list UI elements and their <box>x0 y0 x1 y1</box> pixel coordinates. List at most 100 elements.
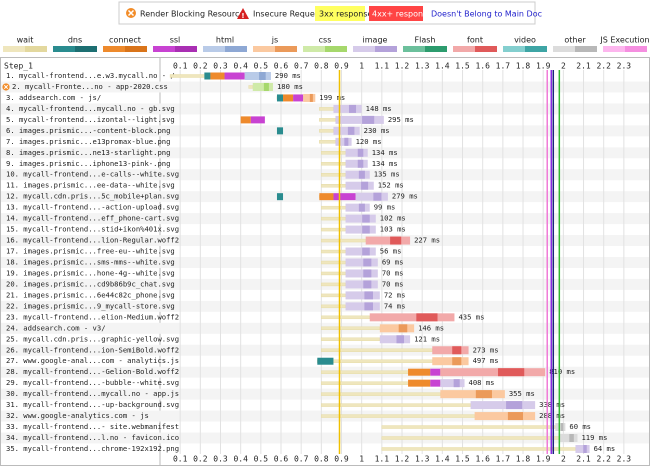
wait-bar <box>321 216 346 221</box>
legend-swatch-dark <box>25 46 47 52</box>
request-time: 435 ms <box>458 312 484 321</box>
insecure-icon-mark: ! <box>241 12 244 20</box>
download-bar <box>333 104 362 113</box>
wait-bar <box>319 140 336 144</box>
legend-swatch-dark <box>125 46 147 52</box>
request-time: 119 ms <box>581 433 607 442</box>
download-bar-dark <box>569 434 574 443</box>
legend-label: other <box>564 36 586 45</box>
x-tick-label: 1.9 <box>536 62 551 71</box>
download-bar <box>345 291 380 300</box>
request-label: 22. images.prismic...9_mycall-store.svg <box>6 301 175 310</box>
download-bar <box>440 379 465 388</box>
download-bar <box>432 346 469 355</box>
request-time: 227 ms <box>414 236 440 245</box>
download-bar-dark <box>507 412 524 421</box>
download-bar <box>345 203 370 212</box>
wait-bar <box>319 107 334 111</box>
wait-bar <box>381 447 576 451</box>
request-label: 32. www.google-analytics.com - js <box>6 411 149 420</box>
error-swatch <box>369 6 423 21</box>
wait-bar <box>321 162 346 166</box>
request-time: 152 ms <box>378 181 404 190</box>
request-time: 273 ms <box>473 345 499 354</box>
request-time: 102 ms <box>380 214 406 223</box>
request-label: 12. mycall.cdn.pris...5c_mobile+plan.svg <box>6 192 179 201</box>
x-tick-label: 1.8 <box>516 455 531 464</box>
x-tick-label: 1.6 <box>475 455 490 464</box>
connect-bar <box>408 368 431 376</box>
ssl-bar <box>224 72 245 80</box>
legend-text: 3xx response <box>319 10 373 19</box>
x-tick-label: 1.5 <box>455 62 470 71</box>
request-time: 148 ms <box>366 104 392 113</box>
wait-bar <box>321 260 346 265</box>
redirect-swatch <box>315 6 365 21</box>
legend-label: Flash <box>415 36 436 45</box>
request-label: 1. mycall-frontend...e.w3.mycall.no - / <box>6 71 175 80</box>
dns-bar <box>276 94 284 102</box>
download-bar <box>303 93 316 102</box>
ssl-bar <box>430 368 441 376</box>
download-bar-dark <box>362 247 370 256</box>
legend-swatch-dark <box>575 46 597 52</box>
download-bar-dark <box>358 203 365 212</box>
request-time: 338 ms <box>539 400 565 409</box>
wait-bar <box>321 183 346 188</box>
x-tick-label: 0.9 <box>334 455 349 464</box>
download-bar-dark <box>452 357 462 366</box>
row-stripe <box>1 432 649 444</box>
wait-bar <box>381 436 560 440</box>
legend-swatch-dark <box>475 46 497 52</box>
request-label: 30. mycall-frontend...mycall.no - app.js <box>6 389 179 398</box>
x-tick-label: 1.1 <box>375 62 390 71</box>
x-tick-label: 2.3 <box>617 455 632 464</box>
request-label: 17. images.prismic...free-eu--white.svg <box>6 247 175 256</box>
request-time: 72 ms <box>384 290 406 299</box>
legend-swatch-dark <box>375 46 397 52</box>
download-bar <box>470 401 536 410</box>
x-tick-label: 1.7 <box>496 455 511 464</box>
download-bar-dark <box>498 368 525 377</box>
request-label: 31. mycall-frontend...-up-background.svg <box>6 400 179 409</box>
request-time: 70 ms <box>382 268 404 277</box>
legend-swatch-dark <box>75 46 97 52</box>
request-time: 74 ms <box>384 301 406 310</box>
download-bar <box>345 170 370 179</box>
download-bar-dark <box>416 313 438 322</box>
legend-label: ssl <box>170 36 181 45</box>
request-time: 60 ms <box>569 422 591 431</box>
connect-bar <box>210 72 225 80</box>
download-bar-dark <box>358 170 365 179</box>
legend-swatch-dark <box>525 46 547 52</box>
connect-bar <box>240 116 251 124</box>
request-time: 121 ms <box>414 334 440 343</box>
download-bar <box>345 280 378 289</box>
wait-bar <box>321 293 346 298</box>
request-time: 199 ms <box>319 93 345 102</box>
download-bar-dark <box>363 258 372 267</box>
request-label: 8. images.prismic...ne13-starlight.png <box>6 148 170 157</box>
download-bar <box>440 390 505 399</box>
request-time: 295 ms <box>388 115 414 124</box>
x-tick-label: 1.9 <box>536 455 551 464</box>
request-label: 24. addsearch.com - v3/ <box>6 323 106 332</box>
x-tick-label: 2.1 <box>576 62 591 71</box>
download-bar <box>345 214 376 223</box>
connect-bar <box>408 379 431 387</box>
legend-text: Insecure Request <box>253 10 322 19</box>
request-time: 70 ms <box>382 279 404 288</box>
x-tick-label: 2 <box>561 455 566 464</box>
dns-bar <box>317 357 334 365</box>
download-bar-dark <box>390 236 402 245</box>
download-bar <box>244 72 271 80</box>
download-bar-dark <box>357 159 364 168</box>
request-label: 16. mycall-frontend...lion-Regular.woff2 <box>6 236 179 245</box>
download-bar <box>345 225 376 234</box>
x-tick-label: 1.7 <box>496 62 511 71</box>
download-bar <box>345 302 380 311</box>
wait-bar <box>317 359 433 363</box>
request-label: 2. mycall-Fronte...no - app-2020.css <box>12 82 168 91</box>
ssl-bar <box>250 116 265 124</box>
x-tick-label: 2.2 <box>596 455 611 464</box>
